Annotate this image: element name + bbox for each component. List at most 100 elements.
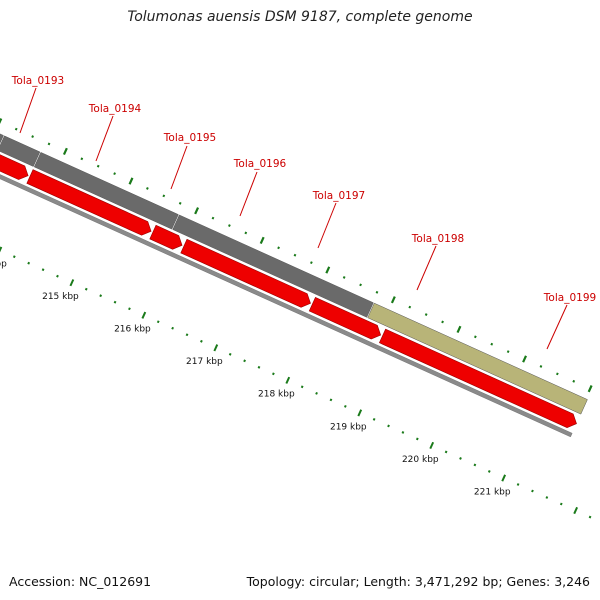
gene-label-tola_0194[interactable]: Tola_0194	[88, 103, 142, 115]
tick-mark	[522, 355, 527, 363]
backbone-line	[0, 174, 573, 438]
scale-tick	[429, 441, 435, 450]
gene-block	[0, 135, 41, 167]
scale-tick	[573, 506, 579, 515]
tick-mark	[228, 224, 231, 227]
scale-tick	[0, 246, 3, 253]
tick-mark	[441, 320, 444, 324]
tick-mark	[359, 283, 362, 287]
scale-tick	[401, 430, 405, 434]
tick-mark	[293, 253, 297, 257]
scale-tick	[559, 502, 563, 506]
scale-tick	[588, 515, 592, 519]
tick-mark	[555, 372, 559, 376]
cds-arrow	[308, 296, 382, 340]
gene-label-tola_0196[interactable]: Tola_0196	[233, 158, 287, 170]
tick-mark	[408, 305, 412, 309]
cds-track	[0, 154, 577, 428]
tick-mark	[113, 172, 116, 176]
gene-label-tola_0195[interactable]: Tola_0195	[163, 132, 216, 144]
tick-mark	[47, 142, 51, 146]
cds-arrow	[26, 169, 152, 236]
tick-mark	[31, 135, 34, 138]
gene-label-tola_0193[interactable]: Tola_0193	[11, 75, 64, 87]
tick-mark	[506, 350, 510, 354]
gene-label-tola_0198[interactable]: Tola_0198	[411, 233, 464, 245]
scale-tick	[459, 457, 462, 460]
scale-tick	[272, 372, 275, 376]
tick-mark	[539, 365, 543, 368]
scale-tick	[372, 417, 376, 421]
scale-tick	[387, 424, 390, 428]
scale-label: 218 kbp	[258, 390, 295, 400]
gene-block	[172, 214, 374, 318]
scale-tick	[343, 404, 347, 408]
scale-label: 215 kbp	[42, 292, 79, 302]
scale-tick	[257, 365, 261, 369]
leader-line	[239, 171, 258, 217]
scale-tick	[487, 470, 491, 473]
scale-tick	[329, 398, 333, 402]
scale-tick	[501, 474, 507, 482]
upper-tick-row	[0, 118, 593, 393]
scale-label: 221 kbp	[474, 487, 511, 497]
tick-mark	[259, 236, 265, 245]
genome-info-label: Topology: circular; Length: 3,471,292 bp…	[246, 574, 590, 589]
scale-label: 220 kbp	[402, 455, 439, 465]
scale-tick	[171, 326, 174, 330]
gene-label-tola_0199[interactable]: Tola_0199	[543, 292, 596, 304]
tick-mark	[14, 127, 18, 131]
scale-tick	[99, 294, 103, 298]
scale-label: 219 kbp	[330, 422, 367, 432]
tick-mark	[473, 335, 477, 339]
cds-arrow	[180, 238, 311, 308]
tick-mark	[587, 385, 593, 393]
accession-label: Accession: NC_012691	[9, 574, 152, 589]
tick-mark	[178, 201, 182, 205]
tick-mark	[128, 177, 134, 185]
scale-tick-row	[0, 246, 592, 519]
scale-tick	[12, 255, 16, 259]
scale-tick	[545, 496, 549, 499]
cds-arrow	[378, 328, 577, 428]
scale-tick	[415, 437, 419, 441]
tick-mark	[0, 118, 3, 124]
tick-mark	[62, 147, 68, 156]
tick-mark	[310, 261, 313, 265]
tick-mark	[277, 246, 280, 250]
scale-tick	[113, 300, 117, 304]
scale-tick	[141, 311, 147, 319]
tick-mark	[244, 231, 248, 235]
leader-line	[95, 115, 114, 162]
tick-mark	[342, 276, 346, 279]
tick-mark	[572, 379, 576, 383]
leader-line	[317, 202, 337, 249]
scale-tick	[128, 307, 131, 311]
tick-mark	[162, 194, 166, 198]
tick-mark	[80, 157, 84, 161]
tick-mark	[390, 296, 396, 304]
scale-tick	[315, 391, 318, 395]
leader-line	[170, 145, 188, 190]
scale-tick	[285, 376, 291, 384]
gene-block	[0, 133, 4, 144]
scale-tick	[228, 352, 232, 356]
tick-mark	[96, 164, 100, 168]
scale-label: 217 kbp	[186, 357, 223, 367]
tick-mark	[325, 266, 331, 274]
scale-tick	[243, 359, 246, 363]
cds-arrow	[0, 154, 29, 180]
gene-label-tola_0197[interactable]: Tola_0197	[312, 190, 365, 202]
scale-tick	[200, 339, 203, 343]
scale-tick	[41, 268, 45, 272]
scale-tick	[156, 320, 160, 324]
gene-track	[0, 133, 588, 415]
scale-label: 216 kbp	[114, 325, 151, 335]
scale-tick	[300, 385, 304, 389]
tick-mark	[456, 325, 462, 334]
genome-backbone	[0, 174, 573, 438]
scale-tick	[56, 274, 59, 278]
scale-label: 214 kbp	[0, 260, 7, 270]
gene-block	[367, 302, 588, 415]
